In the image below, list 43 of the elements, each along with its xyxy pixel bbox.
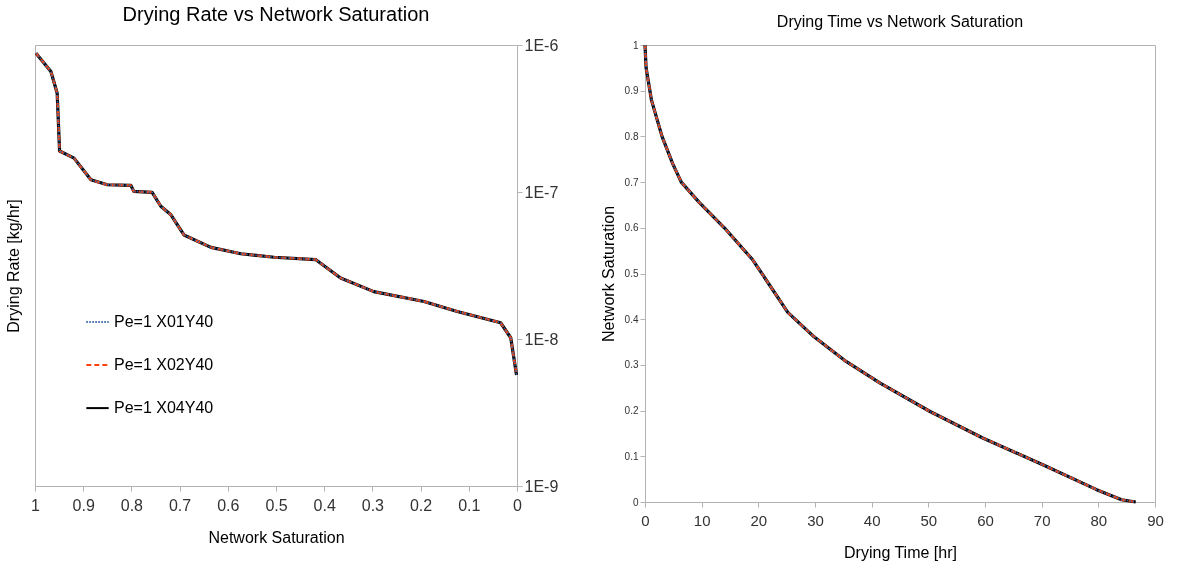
x-tick-label: 80 [1090, 511, 1108, 529]
x-tick-label: 0.3 [361, 496, 385, 514]
y-tick-label: 0.6 [624, 222, 639, 234]
x-tick-label: 0.5 [265, 496, 288, 514]
chart-title: Drying Rate vs Network Saturation [122, 3, 430, 25]
y-tick-label: 1E-9 [524, 477, 559, 495]
y-axis-title: Drying Rate [kg/hr] [4, 199, 22, 333]
x-tick-label: 40 [863, 511, 881, 529]
y-tick-label: 0.7 [624, 176, 639, 188]
x-tick-label: 90 [1147, 511, 1164, 529]
x-tick-label: 0.2 [409, 496, 433, 514]
x-tick-label: 10 [693, 511, 711, 529]
x-tick-label: 60 [977, 511, 994, 529]
y-tick-label: 1E-7 [524, 183, 559, 201]
y-tick-label: 1E-8 [524, 330, 559, 348]
x-tick-label: 1 [31, 496, 41, 514]
y-tick-label: 1 [632, 39, 639, 51]
x-tick-label: 0.7 [168, 496, 192, 514]
y-tick-label: 0.3 [624, 359, 639, 371]
y-tick-label: 0.5 [624, 268, 639, 279]
y-tick-label: 0.8 [624, 130, 639, 142]
x-tick-label: 70 [1033, 511, 1051, 529]
x-tick-label: 20 [750, 511, 768, 529]
x-tick-label: 0 [513, 496, 523, 514]
legend-label: Pe=1 X04Y40 [114, 399, 214, 417]
y-axis-title: Network Saturation [599, 205, 617, 343]
y-tick-label: 0.4 [624, 313, 639, 325]
x-tick-label: 0.6 [217, 496, 240, 514]
x-tick-label: 50 [920, 511, 938, 529]
y-tick-label: 1E-6 [524, 36, 559, 54]
x-tick-label: 0.8 [120, 496, 144, 514]
y-tick-label: 0.1 [624, 450, 639, 462]
legend-label: Pe=1 X02Y40 [114, 356, 214, 374]
x-tick-label: 30 [807, 511, 824, 529]
legend-label: Pe=1 X01Y40 [114, 313, 214, 331]
x-axis-title: Network Saturation [208, 528, 345, 546]
y-tick-label: 0.9 [624, 85, 639, 97]
x-axis-title: Drying Time [hr] [844, 543, 957, 561]
x-tick-label: 0.1 [458, 496, 481, 514]
x-tick-label: 0.9 [72, 496, 95, 514]
x-tick-label: 0.4 [313, 496, 336, 514]
chart-title: Drying Time vs Network Saturation [776, 13, 1024, 30]
y-tick-label: 0.2 [624, 405, 639, 417]
